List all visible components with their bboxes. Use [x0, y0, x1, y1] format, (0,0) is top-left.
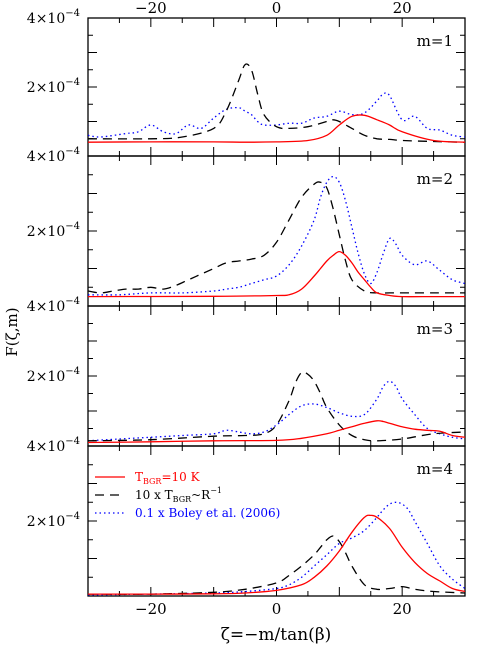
series-line-s3-m1 [88, 92, 465, 138]
x-tick-label-bottom: 0 [272, 600, 282, 618]
x-tick-label-top: −20 [135, 0, 167, 17]
panel-frame [87, 17, 466, 157]
panel-label: m=4 [417, 460, 453, 478]
panels: 2×10−4 4×10−4 m=1 2×10−4 4×10−4 m=2 2×10−4 4×10… [27, 0, 466, 618]
y-tick-label-mid: 2×10−4 [27, 366, 80, 385]
series-line-s2-m3 [88, 371, 465, 442]
y-tick-label-top: 4×10−4 [27, 146, 80, 165]
series-line-s2-m4 [88, 535, 465, 595]
series-line-s3-m4 [88, 501, 465, 596]
legend-label-s3: 0.1 x Boley et al. (2006) [135, 506, 280, 520]
panel-label: m=3 [417, 320, 453, 338]
panel-frame [87, 305, 466, 447]
panel-m1: 2×10−4 4×10−4 m=1 [27, 8, 466, 157]
series-line-s1-m1 [88, 114, 465, 143]
x-tick-labels: −20 −20 0 0 20 20 [135, 0, 412, 618]
panel-label: m=2 [417, 170, 453, 188]
series-line-s2-m2 [88, 181, 465, 294]
panel-frame [87, 155, 466, 307]
panel-series-m1 [88, 63, 465, 143]
series-line-s3-m3 [88, 380, 465, 442]
y-tick-label-mid: 2×10−4 [27, 511, 80, 530]
y-tick-label-mid: 2×10−4 [27, 77, 80, 96]
y-tick-label-top: 4×10−4 [27, 436, 80, 455]
panel-label: m=1 [417, 32, 453, 50]
y-tick-label-top: 4×10−4 [27, 296, 80, 315]
panel-series-m4 [88, 501, 465, 596]
x-tick-label-top: 0 [272, 0, 282, 17]
panel-series-m3 [88, 371, 465, 444]
panel-m3: 2×10−4 4×10−4 m=3 [27, 296, 466, 447]
series-line-s1-m4 [88, 514, 465, 595]
legend: TBGR=10 K10 x TBGR~R−1 0.1 x Boley et al.… [95, 470, 280, 520]
y-axis-label: F(ζ,m) [3, 307, 21, 356]
series-line-s2-m1 [88, 63, 465, 143]
series-line-s1-m2 [88, 250, 465, 298]
x-axis-label: ζ=−m/tan(β) [221, 625, 332, 645]
panel-series-m2 [88, 175, 465, 298]
y-tick-label-top: 4×10−4 [27, 8, 80, 27]
x-tick-label-bottom: −20 [135, 600, 167, 618]
series-line-s3-m2 [88, 175, 465, 296]
panel-frame [87, 445, 466, 597]
panel-m2: 2×10−4 4×10−4 m=2 [27, 146, 466, 307]
series-line-s1-m3 [88, 420, 465, 444]
panel-m4: 2×10−4 4×10−4 m=4 [27, 436, 466, 597]
x-tick-label-top: 20 [393, 0, 412, 17]
legend-label-s1: TBGR=10 K [135, 470, 201, 486]
x-tick-label-bottom: 20 [393, 600, 412, 618]
series-layer [88, 63, 465, 596]
legend-label-s2: 10 x TBGR~R−1 [135, 486, 222, 504]
y-tick-label-mid: 2×10−4 [27, 221, 80, 240]
axis-labels: ζ=−m/tan(β) F(ζ,m) [3, 307, 331, 645]
